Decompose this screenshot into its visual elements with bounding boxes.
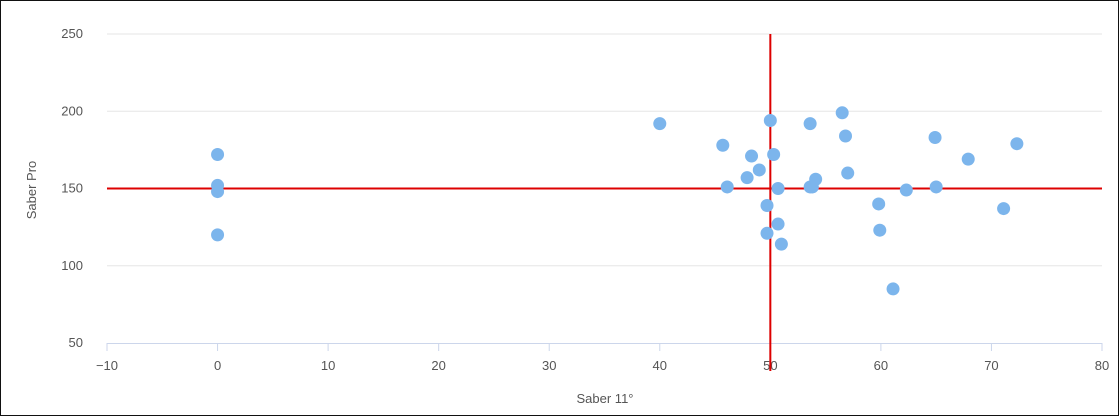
data-point[interactable]	[752, 163, 766, 177]
y-tick-label: 150	[61, 181, 83, 196]
data-point[interactable]	[211, 148, 225, 162]
y-tick-label: 250	[61, 26, 83, 41]
x-tick-label: 40	[653, 358, 667, 373]
x-axis-title: Saber 11°	[577, 391, 634, 406]
data-point[interactable]	[886, 282, 900, 296]
data-point[interactable]	[774, 237, 788, 251]
data-point[interactable]	[872, 197, 886, 211]
y-tick-label: 50	[69, 335, 83, 350]
grid-lines	[107, 33, 1102, 267]
data-point[interactable]	[961, 152, 975, 166]
data-point[interactable]	[997, 202, 1011, 216]
data-point[interactable]	[716, 138, 730, 152]
y-tick-label: 100	[61, 258, 83, 273]
y-axis-title: Saber Pro	[24, 161, 39, 220]
y-tick-label: 200	[61, 103, 83, 118]
data-point[interactable]	[760, 226, 774, 240]
data-point[interactable]	[653, 117, 667, 131]
data-point[interactable]	[929, 180, 943, 194]
x-tick-label: 0	[214, 358, 221, 373]
data-point[interactable]	[841, 166, 855, 180]
x-tick-label: 20	[431, 358, 445, 373]
data-point[interactable]	[771, 217, 785, 231]
data-point[interactable]	[745, 149, 759, 163]
data-point[interactable]	[720, 180, 734, 194]
axes	[106, 343, 1103, 351]
data-point[interactable]	[835, 106, 849, 120]
y-tick-labels: 50 100 150 200 250	[61, 26, 83, 350]
data-point[interactable]	[767, 148, 781, 162]
reference-lines	[107, 34, 1102, 371]
data-point[interactable]	[760, 198, 774, 212]
x-tick-label: −10	[96, 358, 118, 373]
data-points	[211, 106, 1024, 296]
data-point[interactable]	[928, 131, 942, 145]
data-point[interactable]	[803, 117, 817, 131]
data-point[interactable]	[1010, 137, 1024, 151]
data-point[interactable]	[899, 183, 913, 197]
x-tick-label: 70	[984, 358, 998, 373]
data-point[interactable]	[771, 182, 785, 195]
data-point[interactable]	[809, 172, 823, 186]
x-tick-label: 80	[1095, 358, 1109, 373]
x-tick-labels: −1001020304050607080	[96, 358, 1109, 373]
data-point[interactable]	[839, 129, 853, 143]
data-point[interactable]	[873, 223, 887, 237]
data-point[interactable]	[763, 114, 777, 128]
x-tick-label: 30	[542, 358, 556, 373]
data-point[interactable]	[211, 228, 225, 242]
data-point[interactable]	[211, 185, 225, 199]
data-point[interactable]	[740, 171, 754, 185]
x-tick-label: 10	[321, 358, 335, 373]
x-tick-label: 60	[874, 358, 888, 373]
